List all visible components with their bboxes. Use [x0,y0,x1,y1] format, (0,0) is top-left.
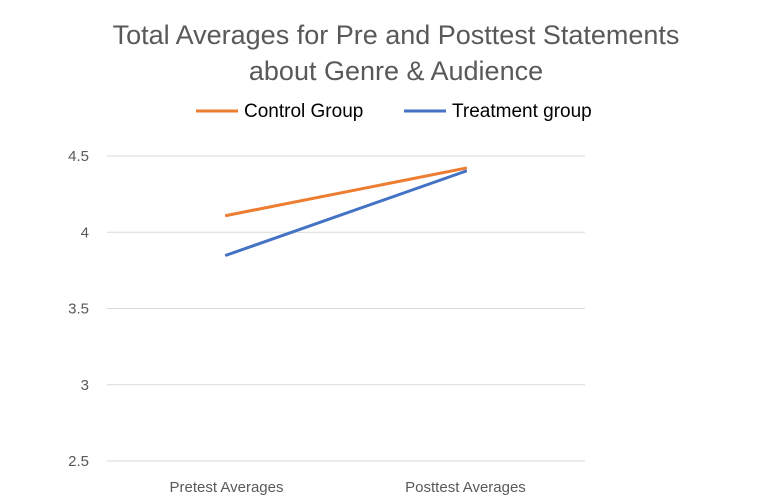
series-lines [225,166,467,257]
y-tick-label-3-5: 3.5 [68,301,89,318]
y-tick-label-3: 3 [81,377,89,394]
legend-label-treatment-group: Treatment group [452,101,592,122]
series-line-treatment-group [225,169,467,257]
data-point-treatment-group-posttest-averages [464,169,467,173]
legend: Control Group Treatment group [196,101,592,122]
x-tick-label-pretest-averages: Pretest Averages [170,479,284,496]
y-tick-label-2-5: 2.5 [68,453,89,470]
y-axis-tick-labels: 2.5 3 3.5 4 4.5 [68,148,89,470]
chart-title-line-1: Total Averages for Pre and Posttest Stat… [113,20,680,50]
legend-label-control-group: Control Group [244,101,363,122]
data-point-control-group-posttest-averages [464,166,467,170]
series-line-control-group [225,166,467,217]
chart-title-line-2: about Genre & Audience [249,56,543,86]
gridlines [107,155,585,462]
x-tick-label-posttest-averages: Posttest Averages [405,479,526,496]
data-point-control-group-pretest-averages [225,213,228,217]
y-tick-label-4: 4 [81,224,89,241]
y-tick-label-4-5: 4.5 [68,148,89,165]
data-point-treatment-group-pretest-averages [225,253,228,257]
x-axis-tick-labels: Pretest Averages Posttest Averages [170,479,526,496]
